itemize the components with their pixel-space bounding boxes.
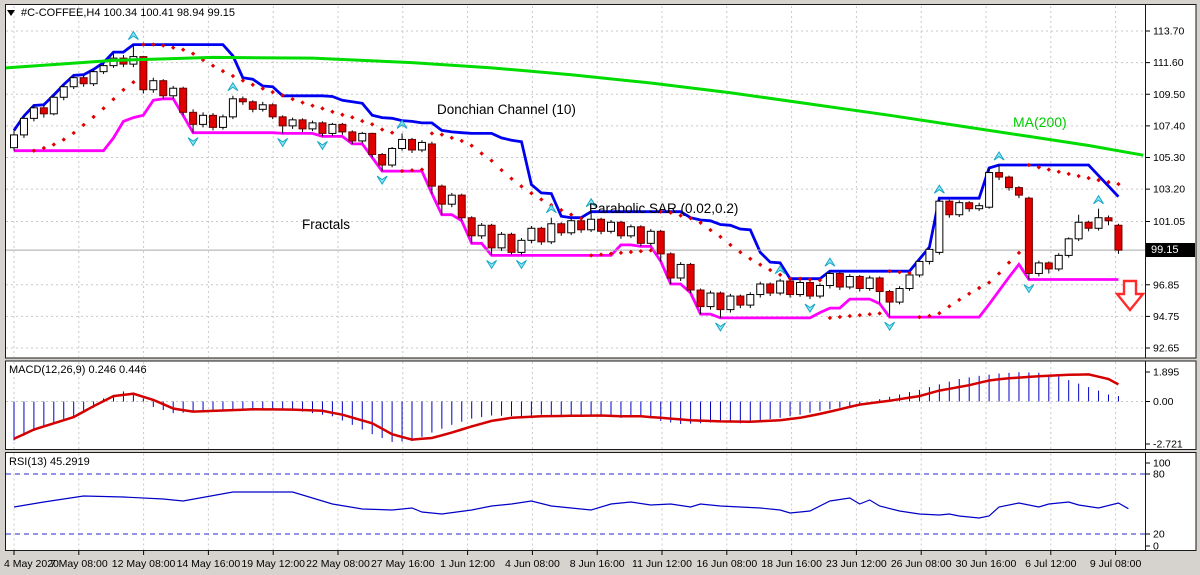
axis-tick-label: 23 Jun 12:00 (826, 558, 887, 570)
axis-tick-label: 103.20 (1153, 184, 1185, 196)
axis-tick-label: 22 May 08:00 (306, 558, 370, 570)
fractals-label: Fractals (302, 217, 351, 232)
axis-tick-label: 14 May 16:00 (177, 558, 241, 570)
axis-tick-label: 111.60 (1153, 57, 1184, 69)
axis-tick-label: 94.75 (1153, 311, 1179, 323)
macd-axis[interactable]: 1.895 0.00 -2.721 (1146, 367, 1183, 451)
axis-tick-label: 12 May 08:00 (112, 558, 176, 570)
axis-tick-label: 26 Jun 08:00 (891, 558, 952, 570)
axis-tick-label: 16 Jun 08:00 (696, 558, 757, 570)
axis-tick-label: 8 Jun 16:00 (570, 558, 625, 570)
axis-tick-label: 92.65 (1153, 343, 1179, 355)
ma200-line (6, 55, 1144, 157)
macd-plot (13, 372, 1119, 442)
rsi-indicator-label: RSI(13) 45.2919 (9, 456, 90, 468)
axis-tick-label: 4 May 2020 (4, 558, 59, 570)
rsi-plot (6, 473, 1145, 535)
sell-signal-arrow (1114, 279, 1146, 312)
ma200-label: MA(200) (1013, 114, 1067, 130)
donchian-channel-label: Donchian Channel (10) (437, 102, 576, 117)
axis-tick-label: 113.70 (1153, 26, 1184, 38)
symbol-ohlc-text: #C-COFFEE,H4 100.34 100.41 98.94 99.15 (21, 7, 236, 19)
symbol-ohlc-bar: #C-COFFEE,H4 100.34 100.41 98.94 99.15 (7, 7, 235, 19)
axis-tick-label: 1.895 (1153, 367, 1179, 379)
parabolic-sar-dots (31, 42, 1121, 321)
axis-tick-label: 4 Jun 08:00 (505, 558, 560, 570)
axis-tick-label: -2.721 (1153, 439, 1183, 451)
axis-tick-label: 7 May 08:00 (50, 558, 108, 570)
axis-tick-label: 80 (1153, 469, 1165, 481)
axis-tick-label: 30 Jun 16:00 (956, 558, 1017, 570)
fractal-arrows (127, 30, 1104, 332)
axis-tick-label: 107.40 (1153, 120, 1185, 132)
axis-tick-label: 20 (1153, 529, 1165, 541)
candles (10, 44, 1123, 318)
axis-tick-label: 19 May 12:00 (241, 558, 305, 570)
parabolic-sar-label: Parabolic SAR (0.02,0.2) (589, 201, 739, 216)
chart-panels (5, 4, 1197, 551)
axis-tick-label: 1 Jun 12:00 (440, 558, 495, 570)
axis-tick-label: 96.85 (1153, 279, 1179, 291)
axis-tick-label: 27 May 16:00 (371, 558, 435, 570)
axis-tick-label: 18 Jun 16:00 (761, 558, 822, 570)
axis-tick-label: 0.00 (1153, 396, 1174, 408)
axis-tick-label: 0 (1153, 541, 1159, 553)
axis-tick-label: 105.30 (1153, 152, 1185, 164)
price-axis[interactable]: 113.70 111.60 109.50 107.40 105.30 103.20 101.… (1146, 26, 1185, 355)
axis-tick-label: 9 Jul 08:00 (1090, 558, 1142, 570)
symbol-dropdown-icon[interactable] (7, 10, 15, 16)
macd-indicator-label: MACD(12,26,9) 0.246 0.446 (9, 364, 147, 376)
axis-tick-label: 11 Jun 12:00 (632, 558, 692, 570)
axis-tick-label: 101.05 (1153, 216, 1185, 228)
donchian-channel (12, 43, 1120, 320)
axis-tick-label: 6 Jul 12:00 (1025, 558, 1077, 570)
axis-tick-label: 100 (1153, 458, 1171, 470)
axis-tick-label: 109.50 (1153, 89, 1185, 101)
current-price-badge: 99.15 (1146, 243, 1195, 257)
